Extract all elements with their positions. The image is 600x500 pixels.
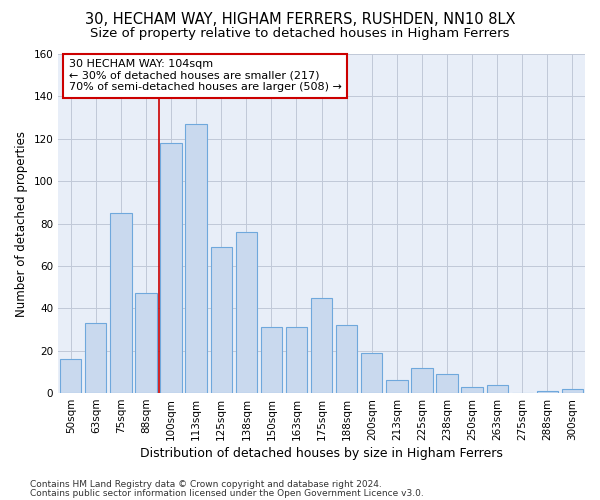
Bar xyxy=(461,386,483,393)
Text: 30, HECHAM WAY, HIGHAM FERRERS, RUSHDEN, NN10 8LX: 30, HECHAM WAY, HIGHAM FERRERS, RUSHDEN,… xyxy=(85,12,515,28)
Bar xyxy=(261,328,282,393)
Bar xyxy=(336,326,358,393)
Bar xyxy=(436,374,458,393)
Bar xyxy=(537,391,558,393)
Bar xyxy=(562,389,583,393)
Bar xyxy=(411,368,433,393)
Text: 30 HECHAM WAY: 104sqm
← 30% of detached houses are smaller (217)
70% of semi-det: 30 HECHAM WAY: 104sqm ← 30% of detached … xyxy=(69,59,341,92)
Bar xyxy=(185,124,207,393)
Bar xyxy=(136,294,157,393)
Text: Size of property relative to detached houses in Higham Ferrers: Size of property relative to detached ho… xyxy=(90,28,510,40)
Bar xyxy=(487,384,508,393)
Bar xyxy=(85,323,106,393)
Bar xyxy=(60,359,82,393)
Text: Contains public sector information licensed under the Open Government Licence v3: Contains public sector information licen… xyxy=(30,488,424,498)
Bar xyxy=(211,247,232,393)
X-axis label: Distribution of detached houses by size in Higham Ferrers: Distribution of detached houses by size … xyxy=(140,447,503,460)
Bar xyxy=(160,143,182,393)
Text: Contains HM Land Registry data © Crown copyright and database right 2024.: Contains HM Land Registry data © Crown c… xyxy=(30,480,382,489)
Y-axis label: Number of detached properties: Number of detached properties xyxy=(15,130,28,316)
Bar xyxy=(311,298,332,393)
Bar xyxy=(361,353,382,393)
Bar xyxy=(286,328,307,393)
Bar xyxy=(236,232,257,393)
Bar xyxy=(386,380,407,393)
Bar xyxy=(110,213,131,393)
